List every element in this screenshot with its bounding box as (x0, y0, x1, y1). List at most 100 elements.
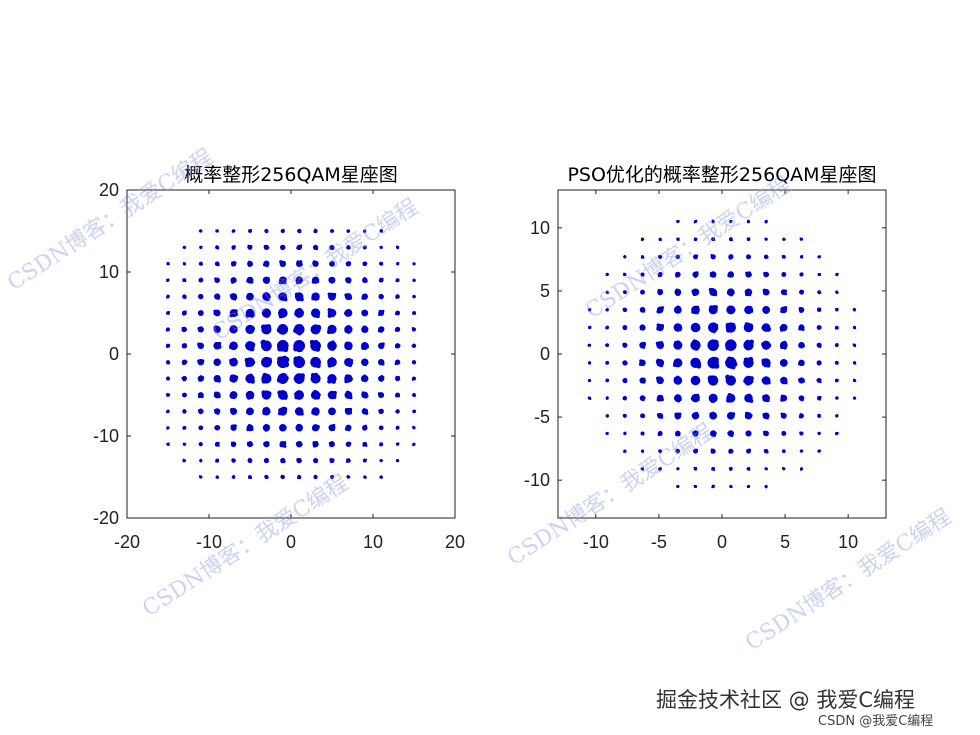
chart-left-point (245, 373, 255, 384)
chart-right-point (852, 378, 857, 383)
chart-left-point (246, 423, 254, 432)
chart-left-point (294, 292, 304, 302)
chart-left-point (198, 229, 203, 233)
chart-right-point (762, 430, 769, 437)
chart-left-point (198, 441, 203, 447)
chart-right-point (622, 307, 628, 313)
chart-left-point (394, 310, 401, 316)
chart-right-xtick-label: 0 (717, 532, 727, 552)
chart-left-point (262, 276, 271, 284)
chart-left-point (412, 425, 416, 430)
chart-right-point (639, 377, 646, 384)
chart-left-point (311, 276, 320, 284)
chart-left-xtick-label: 10 (363, 532, 383, 552)
chart-right-point (640, 255, 645, 259)
chart-left-point (214, 425, 221, 431)
chart-left-point (294, 390, 305, 400)
chart-left-point (181, 392, 187, 398)
chart-right-point (816, 307, 822, 313)
chart-right-point (761, 323, 771, 332)
chart-right-point (675, 448, 681, 454)
chart-left-point (412, 311, 417, 315)
chart-left-point (247, 260, 253, 268)
chart-right-point (799, 254, 804, 259)
chart-left-point (199, 458, 203, 463)
chart-left-point (279, 424, 287, 432)
chart-left-point (199, 245, 203, 249)
chart-left-point (411, 343, 417, 348)
chart-left-point (395, 409, 400, 414)
chart-left-point (280, 228, 285, 234)
chart-right-point (693, 254, 699, 260)
chart-left-point (247, 244, 253, 250)
chart-left-xtick-label: -10 (196, 532, 222, 552)
chart-left-point (362, 424, 368, 431)
chart-left-point (378, 309, 385, 316)
chart-right-point (743, 322, 754, 333)
chart-right-point (658, 449, 663, 454)
chart-left-point (182, 425, 187, 430)
chart-left-point (378, 293, 384, 300)
chart-left-point (297, 228, 302, 234)
chart-left-point (181, 375, 187, 382)
chart-left-point (293, 324, 305, 336)
chart-left-point (214, 293, 221, 300)
chart-left-point (412, 278, 416, 282)
chart-right-point (761, 358, 771, 368)
chart-left-point (327, 292, 337, 301)
chart-right-point (711, 484, 716, 489)
chart-left-point (197, 293, 204, 300)
chart-right-point (673, 340, 683, 350)
chart-right-point (605, 325, 610, 330)
chart-right-point (725, 374, 736, 386)
chart-right-point (727, 271, 735, 278)
chart-right-point (622, 325, 628, 331)
chart-right-point (834, 325, 839, 330)
chart-left-point (213, 408, 221, 415)
chart-right-point (707, 356, 720, 369)
chart-left-xtick-label: 20 (445, 532, 465, 552)
chart-right-point (622, 413, 627, 418)
chart-right-point (622, 290, 627, 295)
chart-right-point (780, 412, 787, 419)
chart-right-point (798, 306, 805, 313)
chart-left-point (313, 228, 318, 234)
chart-right-point (744, 393, 754, 403)
chart-right-point (708, 287, 718, 297)
chart-right-point (726, 411, 736, 420)
chart-right-point (691, 411, 700, 420)
chart-left-point (395, 425, 400, 430)
chart-right-point (657, 430, 663, 437)
chart-right-point (817, 449, 822, 453)
chart-left-point (229, 391, 238, 400)
chart-left-xtick-label: 0 (286, 532, 296, 552)
chart-right-ytick-label: -10 (524, 470, 550, 490)
chart-right-point (746, 237, 751, 242)
chart-right-point (622, 342, 628, 348)
chart-left-point (280, 457, 286, 464)
chart-right-point (816, 325, 822, 330)
chart-left-point (277, 390, 288, 400)
chart-left-point (231, 245, 236, 250)
chart-left-point (379, 475, 384, 479)
chart-right-point (690, 322, 701, 333)
chart-right-point (623, 449, 627, 453)
chart-left-point (166, 278, 170, 283)
chart-right-point (728, 466, 733, 471)
chart-left-point (344, 341, 353, 351)
chart-right-point (640, 413, 646, 419)
chart-left-point (229, 325, 238, 334)
chart-right-point (656, 412, 664, 419)
chart-left-point (230, 261, 237, 267)
chart-left-point (362, 245, 367, 250)
chart-left-point (247, 475, 253, 480)
chart-right-point (587, 308, 592, 312)
chart-right-point (852, 343, 857, 348)
chart-left-point (276, 355, 290, 369)
chart-right-point (761, 376, 771, 385)
chart-left-point (293, 355, 306, 369)
chart-right-point (779, 358, 788, 367)
chart-right-point (728, 448, 734, 454)
chart-left-point (412, 262, 416, 266)
chart-right-point (816, 395, 822, 401)
